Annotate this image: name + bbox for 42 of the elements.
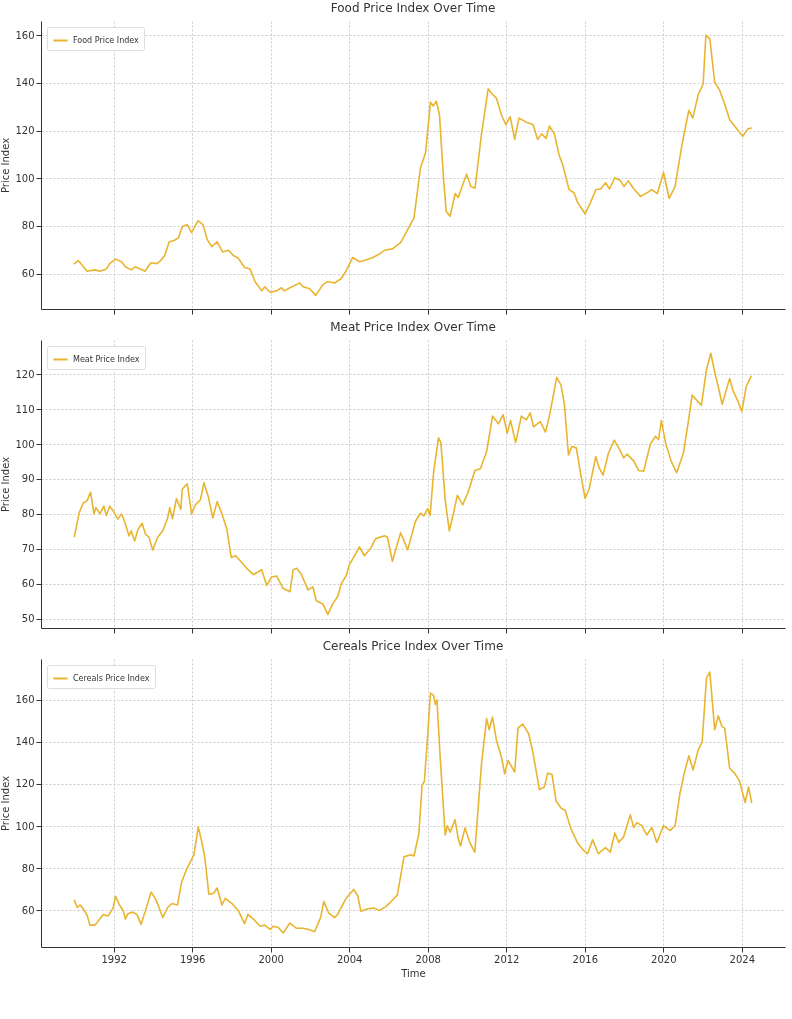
chart-title: Food Price Index Over Time (330, 1, 496, 15)
y-tick-label: 140 (15, 736, 35, 748)
x-tick-label: 2000 (258, 953, 284, 965)
y-tick-label: 100 (15, 172, 35, 184)
legend-label: Meat Price Index (73, 354, 140, 364)
line-series (73, 34, 752, 297)
y-tick-label: 100 (15, 438, 35, 450)
x-tick-label: 2016 (572, 953, 598, 965)
y-tick-label: 160 (15, 694, 35, 706)
y-axis-title: Price Index (0, 456, 12, 513)
y-axis-title: Price Index (0, 775, 12, 832)
y-tick-label: 90 (21, 473, 35, 485)
x-tick-label: 2008 (415, 953, 441, 965)
chart-title: Cereals Price Index Over Time (322, 639, 504, 653)
y-tick-label: 120 (15, 778, 35, 790)
line-series (73, 671, 753, 934)
x-tick-label: 2024 (729, 953, 756, 965)
x-tick-label: 2012 (494, 953, 520, 965)
y-tick-label: 60 (21, 904, 35, 916)
y-tick-label: 80 (21, 862, 35, 874)
legend-label: Cereals Price Index (73, 673, 150, 683)
x-tick-label: 1992 (101, 953, 127, 965)
y-tick-label: 140 (15, 77, 35, 89)
y-tick-label: 60 (21, 268, 35, 280)
y-tick-label: 120 (15, 125, 35, 137)
x-tick-label: 1996 (179, 953, 206, 965)
legend-label: Food Price Index (73, 35, 140, 45)
y-tick-label: 60 (21, 578, 35, 590)
chart-title: Meat Price Index Over Time (330, 320, 496, 334)
x-tick-label: 2020 (651, 953, 677, 965)
y-tick-label: 160 (15, 29, 35, 41)
y-tick-label: 110 (15, 403, 35, 415)
y-tick-label: 100 (15, 820, 35, 832)
x-axis-title: Time (400, 967, 426, 979)
x-tick-label: 2004 (336, 953, 363, 965)
y-tick-label: 80 (21, 220, 35, 232)
y-tick-label: 80 (21, 508, 35, 520)
y-axis-title: Price Index (0, 137, 12, 194)
y-tick-label: 50 (21, 613, 35, 625)
y-tick-label: 70 (21, 543, 35, 555)
line-series (73, 352, 752, 616)
y-tick-label: 120 (15, 368, 35, 380)
